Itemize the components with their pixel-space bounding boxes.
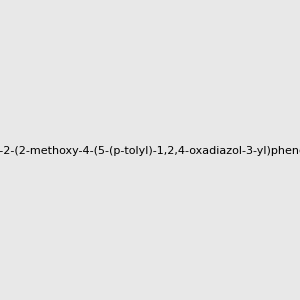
Text: N-cyclopentyl-2-(2-methoxy-4-(5-(p-tolyl)-1,2,4-oxadiazol-3-yl)phenoxy)acetamide: N-cyclopentyl-2-(2-methoxy-4-(5-(p-tolyl…	[0, 146, 300, 157]
